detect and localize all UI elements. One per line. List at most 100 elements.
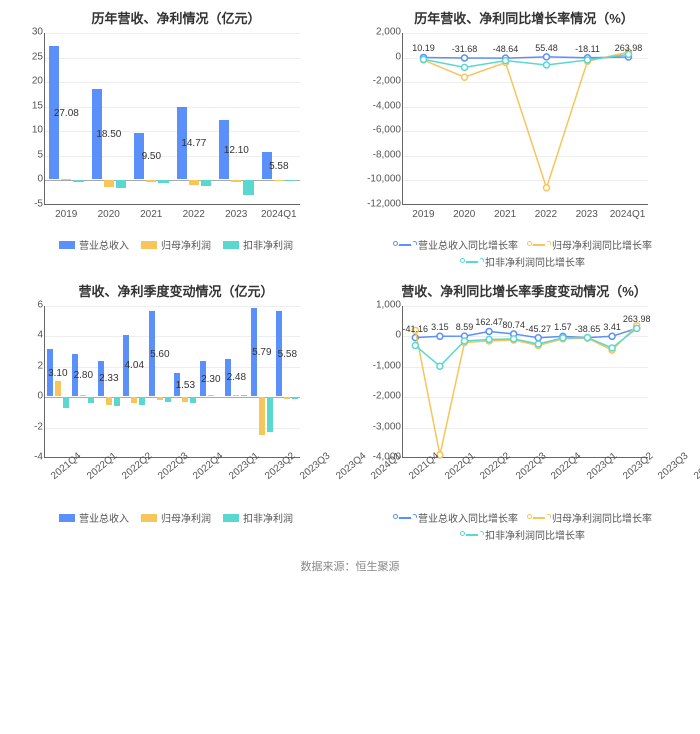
bar bbox=[146, 180, 156, 182]
y-tick: 0 bbox=[357, 51, 401, 62]
bar-value-label: 5.79 bbox=[252, 347, 271, 358]
panel-annual-growth: 历年营收、净利同比增长率情况（%）-12,000-10,000-8,000-6,… bbox=[354, 6, 694, 271]
bar-value-label: 2.33 bbox=[99, 373, 118, 384]
legend-item: 扣非净利润 bbox=[223, 237, 293, 252]
legend-label: 扣非净利润 bbox=[243, 237, 293, 252]
chart-title: 历年营收、净利同比增长率情况（%） bbox=[354, 8, 694, 27]
legend-label: 营业总收入 bbox=[79, 237, 129, 252]
series-marker bbox=[462, 74, 468, 80]
bar-group: 1.53 bbox=[173, 306, 199, 457]
series-marker bbox=[609, 345, 615, 351]
x-tick-label: 2022 bbox=[173, 209, 216, 220]
y-tick: 30 bbox=[13, 27, 43, 38]
bar bbox=[241, 395, 247, 396]
x-tick-label: 2020 bbox=[88, 209, 131, 220]
x-tick-label: 2022 bbox=[525, 209, 566, 220]
plot-area: -505101520253027.0818.509.5014.7712.105.… bbox=[44, 33, 300, 205]
legend: 营业总收入同比增长率归母净利润同比增长率扣非净利润同比增长率 bbox=[354, 510, 694, 542]
legend-item: 归母净利润 bbox=[141, 237, 211, 252]
bar-group: 12.10 bbox=[215, 33, 258, 204]
series-marker bbox=[511, 336, 517, 342]
point-label: 80.74 bbox=[502, 320, 525, 330]
legend-label: 扣非净利润 bbox=[243, 510, 293, 525]
legend-item: 归母净利润同比增长率 bbox=[530, 510, 652, 525]
bar-value-label: 2.48 bbox=[227, 372, 246, 383]
bar bbox=[88, 397, 94, 403]
y-tick: 4 bbox=[13, 330, 43, 341]
bar-group: 5.79 bbox=[249, 306, 275, 457]
series-marker bbox=[609, 333, 615, 339]
bar-group: 5.58 bbox=[275, 306, 301, 457]
legend: 营业总收入同比增长率归母净利润同比增长率扣非净利润同比增长率 bbox=[354, 237, 694, 269]
series-marker bbox=[462, 55, 468, 61]
legend-label: 营业总收入同比增长率 bbox=[418, 510, 518, 525]
y-tick: -3,000 bbox=[357, 421, 401, 432]
series-marker bbox=[535, 341, 541, 347]
x-tick-label: 2019 bbox=[403, 209, 444, 220]
bar bbox=[158, 180, 168, 183]
legend-label: 营业总收入 bbox=[79, 510, 129, 525]
y-tick: 0 bbox=[13, 391, 43, 402]
y-tick: -12,000 bbox=[357, 199, 401, 210]
series-marker bbox=[412, 343, 418, 349]
bar bbox=[208, 395, 214, 397]
y-tick: 5 bbox=[13, 149, 43, 160]
plot-area: -4,000-3,000-2,000-1,00001,000-41.163.15… bbox=[402, 306, 648, 458]
series-marker bbox=[544, 62, 550, 68]
bar bbox=[55, 381, 61, 396]
y-tick: 20 bbox=[13, 76, 43, 87]
legend-line-icon bbox=[396, 517, 414, 519]
y-tick: 0 bbox=[357, 330, 401, 341]
bar bbox=[190, 397, 196, 403]
data-source-footer: 数据来源：恒生聚源 bbox=[0, 550, 700, 586]
bar-group: 2.80 bbox=[71, 306, 97, 457]
bar bbox=[233, 395, 239, 397]
point-label: 3.15 bbox=[431, 322, 449, 332]
bar-group: 2.48 bbox=[224, 306, 250, 457]
point-label: 263.98 bbox=[623, 314, 651, 324]
bar-value-label: 5.58 bbox=[269, 161, 288, 172]
bar-value-label: 5.58 bbox=[278, 349, 297, 360]
bar-value-label: 12.10 bbox=[224, 145, 249, 156]
legend-line-icon bbox=[463, 534, 481, 536]
bar bbox=[286, 180, 296, 181]
legend-item: 扣非净利润同比增长率 bbox=[463, 254, 585, 269]
y-tick: 15 bbox=[13, 100, 43, 111]
legend-label: 扣非净利润同比增长率 bbox=[485, 527, 585, 542]
y-tick: -1,000 bbox=[357, 360, 401, 371]
bar-value-label: 3.10 bbox=[48, 368, 67, 379]
legend-item: 扣非净利润 bbox=[223, 510, 293, 525]
bar-value-label: 18.50 bbox=[96, 129, 121, 140]
series-marker bbox=[486, 328, 492, 334]
panel-quarterly-growth: 营收、净利同比增长率季度变动情况（%）-4,000-3,000-2,000-1,… bbox=[354, 279, 694, 544]
y-tick: 25 bbox=[13, 51, 43, 62]
bar bbox=[243, 180, 253, 195]
y-tick: 2,000 bbox=[357, 27, 401, 38]
point-label: 3.41 bbox=[603, 322, 621, 332]
bar-value-label: 14.77 bbox=[181, 138, 206, 149]
legend: 营业总收入归母净利润扣非净利润 bbox=[6, 510, 346, 525]
x-tick-label: 2021 bbox=[130, 209, 173, 220]
y-tick: 6 bbox=[13, 300, 43, 311]
bar bbox=[165, 397, 171, 402]
point-label: -41.16 bbox=[403, 324, 429, 334]
bar-group: 5.58 bbox=[258, 33, 301, 204]
legend-swatch bbox=[59, 514, 75, 522]
series-marker bbox=[544, 185, 550, 191]
bar-value-label: 2.30 bbox=[201, 374, 220, 385]
bar-group: 2.30 bbox=[198, 306, 224, 457]
point-label: -38.65 bbox=[575, 324, 601, 334]
y-tick: 1,000 bbox=[357, 300, 401, 311]
legend-swatch bbox=[59, 241, 75, 249]
panel-annual-values: 历年营收、净利情况（亿元）-505101520253027.0818.509.5… bbox=[6, 6, 346, 271]
chart-title: 历年营收、净利情况（亿元） bbox=[6, 8, 346, 27]
point-label: 162.47 bbox=[475, 317, 503, 327]
series-marker bbox=[585, 335, 591, 341]
legend-swatch bbox=[223, 241, 239, 249]
x-tick-label: 2024Q1 bbox=[607, 209, 648, 220]
bar bbox=[231, 180, 241, 181]
bar-value-label: 2.80 bbox=[74, 370, 93, 381]
bar bbox=[63, 397, 69, 408]
series-marker bbox=[503, 58, 509, 64]
line-layer bbox=[403, 33, 649, 205]
